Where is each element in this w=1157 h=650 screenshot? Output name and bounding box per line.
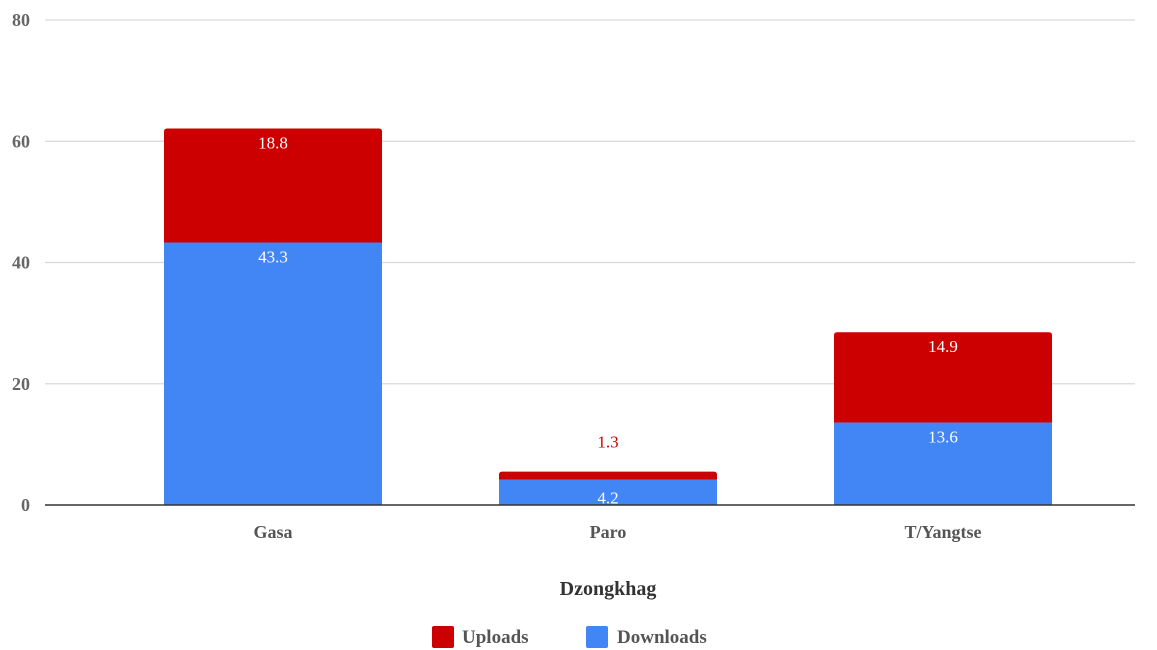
data-label-downloads: 13.6 <box>928 428 958 447</box>
bar-uploads-tyangtse <box>834 332 1052 423</box>
y-tick-label: 20 <box>12 374 30 394</box>
data-labels: 43.3 18.8 4.2 1.3 13.6 14.9 <box>258 134 958 508</box>
bars <box>164 128 1052 505</box>
y-axis-ticks: 0 20 40 60 80 <box>12 10 30 515</box>
y-tick-label: 40 <box>12 253 30 273</box>
x-tick-label: Paro <box>590 522 627 542</box>
x-tick-label: Gasa <box>253 522 292 542</box>
data-label-uploads: 14.9 <box>928 337 958 356</box>
y-tick-label: 0 <box>21 495 30 515</box>
bar-downloads-gasa <box>164 242 382 505</box>
legend-swatch-downloads <box>586 626 608 648</box>
bar-downloads-tyangtse <box>834 422 1052 505</box>
legend-label-downloads: Downloads <box>617 627 707 648</box>
y-tick-label: 80 <box>12 10 30 30</box>
legend-label-uploads: Uploads <box>462 627 529 648</box>
data-label-downloads: 43.3 <box>258 247 288 266</box>
bar-downloads-paro <box>499 479 717 505</box>
y-tick-label: 60 <box>12 131 30 151</box>
bar-uploads-paro <box>499 471 717 480</box>
legend: Uploads Downloads <box>432 626 707 648</box>
data-label-downloads: 4.2 <box>597 489 618 508</box>
x-tick-label: T/Yangtse <box>904 522 981 542</box>
legend-swatch-uploads <box>432 626 454 648</box>
x-axis-categories: Gasa Paro T/Yangtse <box>253 522 981 542</box>
bar-uploads-gasa <box>164 128 382 243</box>
data-label-uploads: 1.3 <box>597 433 618 452</box>
data-label-uploads: 18.8 <box>258 134 288 153</box>
x-axis-title: Dzongkhag <box>560 578 657 600</box>
